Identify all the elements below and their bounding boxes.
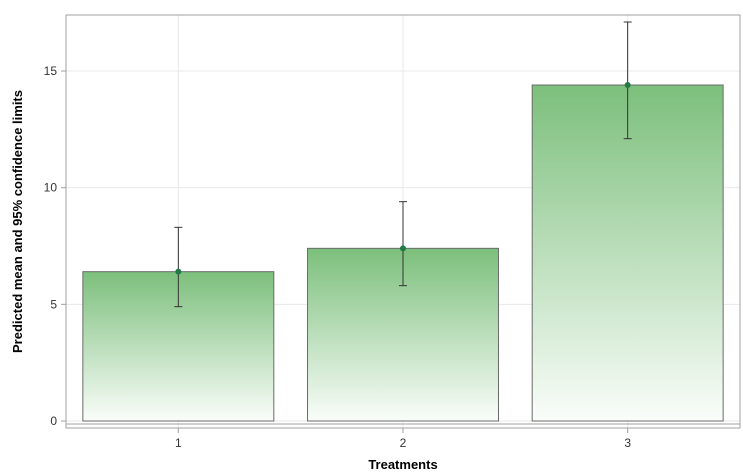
x-axis-title: Treatments — [368, 457, 437, 472]
y-tick-label: 15 — [44, 64, 58, 78]
y-axis-title: Predicted mean and 95% confidence limits — [10, 90, 25, 353]
x-tick-label: 1 — [175, 436, 182, 450]
y-tick-label: 5 — [50, 297, 57, 311]
x-axis-ticks: 1 2 3 — [66, 423, 740, 450]
mean-point — [175, 268, 182, 275]
x-tick-label: 2 — [400, 436, 407, 450]
mean-point — [624, 82, 631, 88]
y-axis-ticks: 0 5 10 15 — [44, 64, 66, 428]
mean-point — [400, 245, 406, 252]
x-tick-label: 3 — [624, 436, 631, 450]
y-tick-label: 10 — [44, 181, 58, 195]
bar — [531, 84, 724, 422]
error-bars — [174, 21, 632, 308]
y-tick-label: 0 — [50, 414, 57, 428]
